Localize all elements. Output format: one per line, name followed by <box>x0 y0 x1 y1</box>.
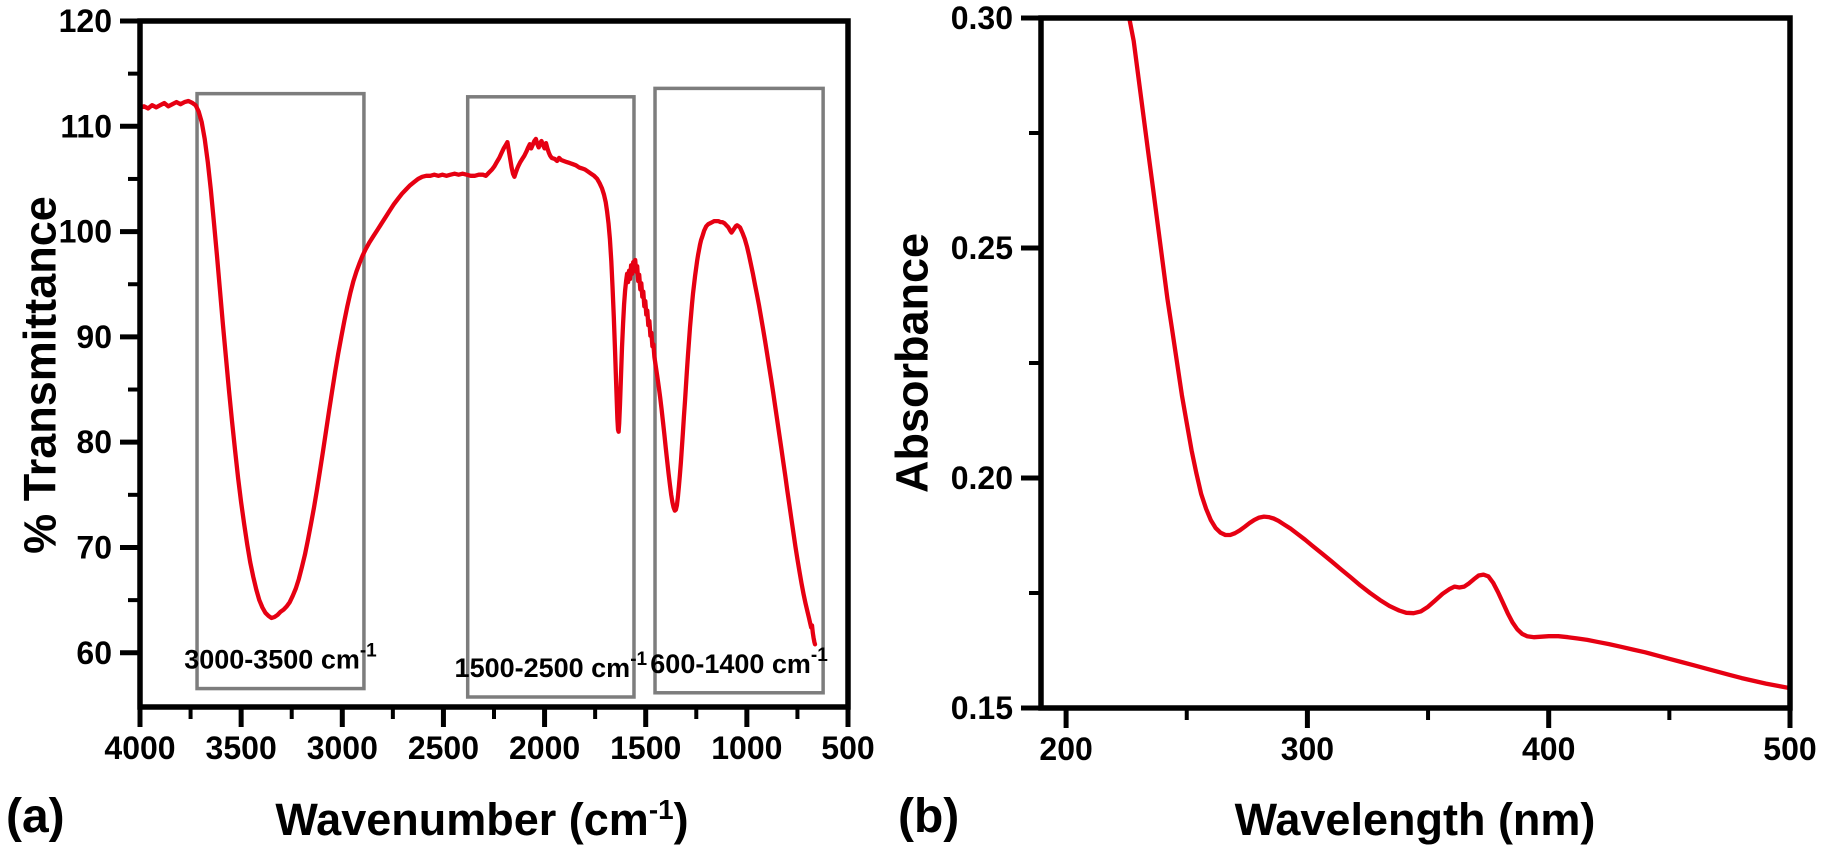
y-tick-label: 70 <box>76 529 112 565</box>
y-tick-label: 80 <box>76 424 112 460</box>
region-box <box>195 91 366 691</box>
x-tick-label: 2500 <box>408 730 479 766</box>
y-axis-a: 120 110 100 90 80 70 60 <box>59 3 140 671</box>
x-tick-label: 2000 <box>509 730 580 766</box>
y-tick-label: 0.30 <box>951 0 1013 36</box>
x-tick-label: 1000 <box>711 730 782 766</box>
x-axis-title-a-sup: -1 <box>648 794 674 825</box>
x-axis-title-b-text: Wavelength (nm) <box>1234 794 1596 845</box>
x-axis-a: 4000 3500 3000 2500 2000 1500 1000 500 <box>104 707 875 766</box>
y-tick-label: 0.15 <box>951 690 1013 726</box>
x-tick-label: 4000 <box>104 730 175 766</box>
uvvis-spectrum-curve <box>1127 18 1790 691</box>
x-tick-label: 3500 <box>206 730 277 766</box>
plot-box-a <box>137 18 851 710</box>
x-axis-title-a-text: Wavenumber (cm <box>275 794 649 845</box>
x-tick-label: 300 <box>1281 731 1334 767</box>
chart-panel-a: 3000-3500 cm-1 1500-2500 cm-1 600-1400 cm-… <box>59 3 875 766</box>
x-tick-label: 500 <box>1763 731 1816 767</box>
x-tick-label: 200 <box>1039 731 1092 767</box>
plot-box-b <box>1038 15 1793 711</box>
y-tick-label: 100 <box>59 214 112 250</box>
chart-panel-b: 200 300 400 500 0.30 0.25 0.20 0.15 <box>951 0 1817 767</box>
x-tick-label: 400 <box>1522 731 1575 767</box>
x-tick-label: 500 <box>821 730 874 766</box>
x-axis-title-a: Wavenumber (cm-1) <box>275 794 689 845</box>
x-axis-title-b: Wavelength (nm) <box>1235 797 1596 842</box>
y-tick-label: 60 <box>76 635 112 671</box>
x-axis-title-a-after: ) <box>673 794 689 845</box>
region-box <box>653 86 825 695</box>
y-tick-label: 120 <box>59 3 112 39</box>
y-tick-label: 0.25 <box>951 230 1013 266</box>
y-tick-label: 90 <box>76 319 112 355</box>
region-box <box>465 95 636 699</box>
y-axis-b: 0.30 0.25 0.20 0.15 <box>951 0 1041 726</box>
panel-label-b: (b) <box>898 790 960 843</box>
y-axis-title-b: Absorbance <box>886 232 938 494</box>
x-tick-label: 3000 <box>307 730 378 766</box>
panel-label-a: (a) <box>6 790 65 843</box>
ftir-spectrum-curve <box>140 98 818 647</box>
y-tick-label: 110 <box>60 108 112 144</box>
y-axis-title-a: % Transmittance <box>14 196 66 554</box>
region-label: 600-1400 cm-1 <box>650 645 828 679</box>
y-tick-label: 0.20 <box>951 460 1013 496</box>
highlight-regions-a: 3000-3500 cm-1 1500-2500 cm-1 600-1400 cm-… <box>184 86 828 699</box>
x-tick-label: 1500 <box>610 730 681 766</box>
region-label: 3000-3500 cm-1 <box>184 641 377 675</box>
region-label: 1500-2500 cm-1 <box>455 649 648 683</box>
x-axis-b: 200 300 400 500 <box>1039 708 1817 767</box>
